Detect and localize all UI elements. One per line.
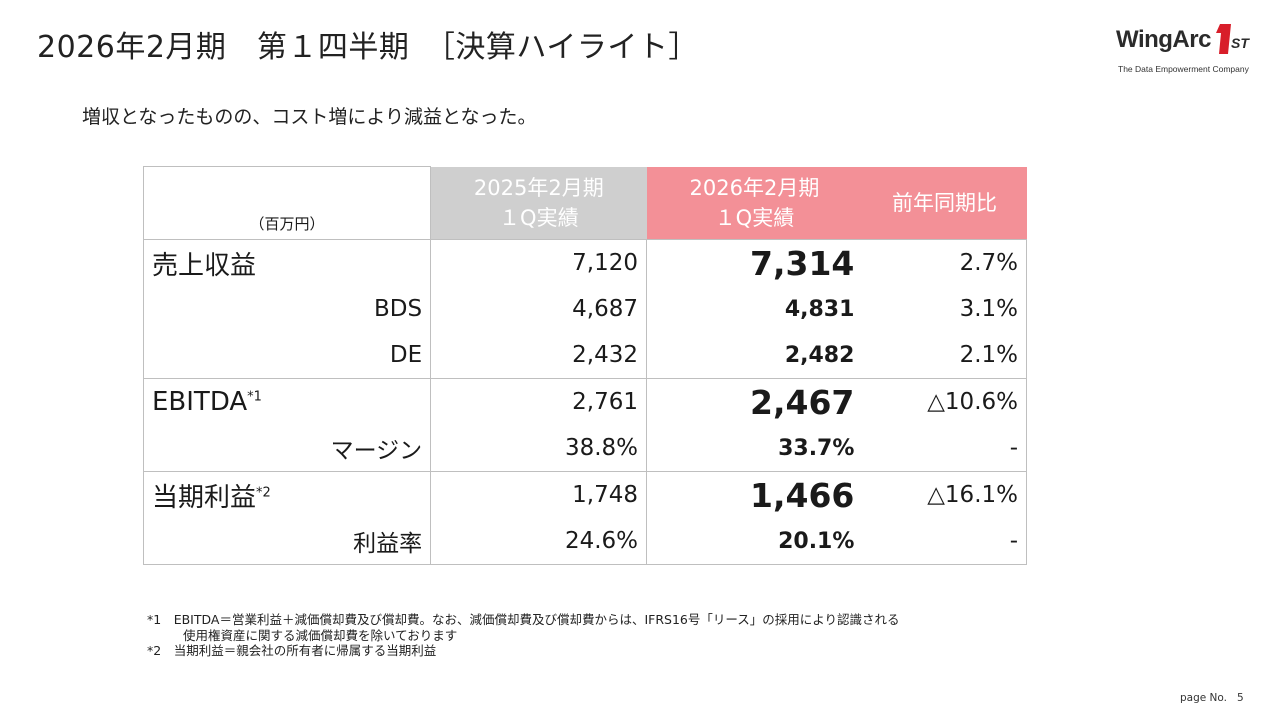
current-value: 20.1% [646,518,863,565]
footnote-2: *2 当期利益＝親会社の所有者に帰属する当期利益 [147,643,437,658]
row-label: DE [142,332,432,379]
header-prev-quarter: １Q実績 [499,205,579,230]
page-number-label: page No. [1180,692,1227,704]
row-label: マージン [142,425,432,472]
yoy-value: - [862,425,1028,472]
row-label: 売上収益 [142,239,432,286]
row-label: BDS [142,286,432,332]
page-number: page No. 5 [1180,692,1244,704]
row-label: 利益率 [142,518,432,565]
yoy-value: 2.7% [862,239,1028,286]
table-row: EBITDA*1 2,761 2,467 △10.6% [142,378,1028,425]
prev-value: 38.8% [430,425,648,472]
prev-value: 2,432 [430,332,648,379]
company-logo: WingArc ST The Data Empowerment Company [1112,20,1252,76]
summary-headline: 増収となったものの、コスト増により減益となった。 [82,106,537,128]
yoy-value: △16.1% [862,471,1028,518]
prev-value: 2,761 [430,378,648,425]
table-row: DE 2,432 2,482 2.1% [142,332,1028,379]
header-current-year: 2026年2月期 １Q実績 [646,166,863,240]
current-value: 4,831 [784,296,855,322]
prev-value: 7,120 [430,239,648,286]
row-label: EBITDA*1 [142,378,432,425]
footnote-1-line-2: 使用権資産に関する減価償却費を除いております [183,627,458,643]
prev-value: 1,748 [430,471,648,518]
logo-one-mark-icon [1216,24,1231,54]
current-value: 33.7% [778,435,855,461]
footnote-ref: *1 [247,389,262,405]
current-value: 2,467 [646,378,863,425]
yoy-value: 3.1% [862,286,1028,332]
header-yoy: 前年同期比 [862,166,1027,240]
unit-label: （百万円） [142,166,432,240]
logo-suffix: ST [1231,35,1249,51]
footnote-1-line-1: *1 EBITDA＝営業利益＋減価償却費及び償却費。なお、減価償却費及び償却費か… [147,612,900,627]
header-prev-period: 2025年2月期 [473,175,604,200]
footnote-ref: *2 [256,484,271,500]
table-row: 売上収益 7,120 7,314 2.7% [142,239,1028,286]
header-cur-quarter: １Q実績 [714,205,795,230]
header-cur-period: 2026年2月期 [689,175,820,200]
row-label: 当期利益*2 [142,471,432,518]
current-value: 1,466 [646,471,863,518]
page-title: 2026年2月期 第１四半期 ［決算ハイライト］ [37,30,699,65]
current-value: 2,482 [784,342,855,368]
table-row: 当期利益*2 1,748 1,466 △16.1% [142,471,1028,518]
yoy-value: △10.6% [862,378,1028,425]
table-row: BDS 4,687 4,831 3.1% [142,286,1028,332]
yoy-value: - [862,518,1028,565]
footnotes: *1 EBITDA＝営業利益＋減価償却費及び償却費。なお、減価償却費及び償却費か… [147,612,899,659]
financial-highlights-table: （百万円） 2025年2月期 １Q実績 2026年2月期 １Q実績 前年同期比 … [142,166,1028,565]
current-value: 7,314 [646,239,863,286]
logo-brand-text: WingArc [1116,26,1211,53]
page-number-value: 5 [1237,692,1244,704]
yoy-value: 2.1% [862,332,1028,379]
prev-value: 4,687 [430,286,648,332]
table-row: マージン 38.8% 33.7% - [142,425,1028,472]
logo-tagline: The Data Empowerment Company [1118,64,1249,74]
table-row: 利益率 24.6% 20.1% - [142,518,1028,565]
header-prev-year: 2025年2月期 １Q実績 [430,166,647,240]
prev-value: 24.6% [430,518,648,565]
